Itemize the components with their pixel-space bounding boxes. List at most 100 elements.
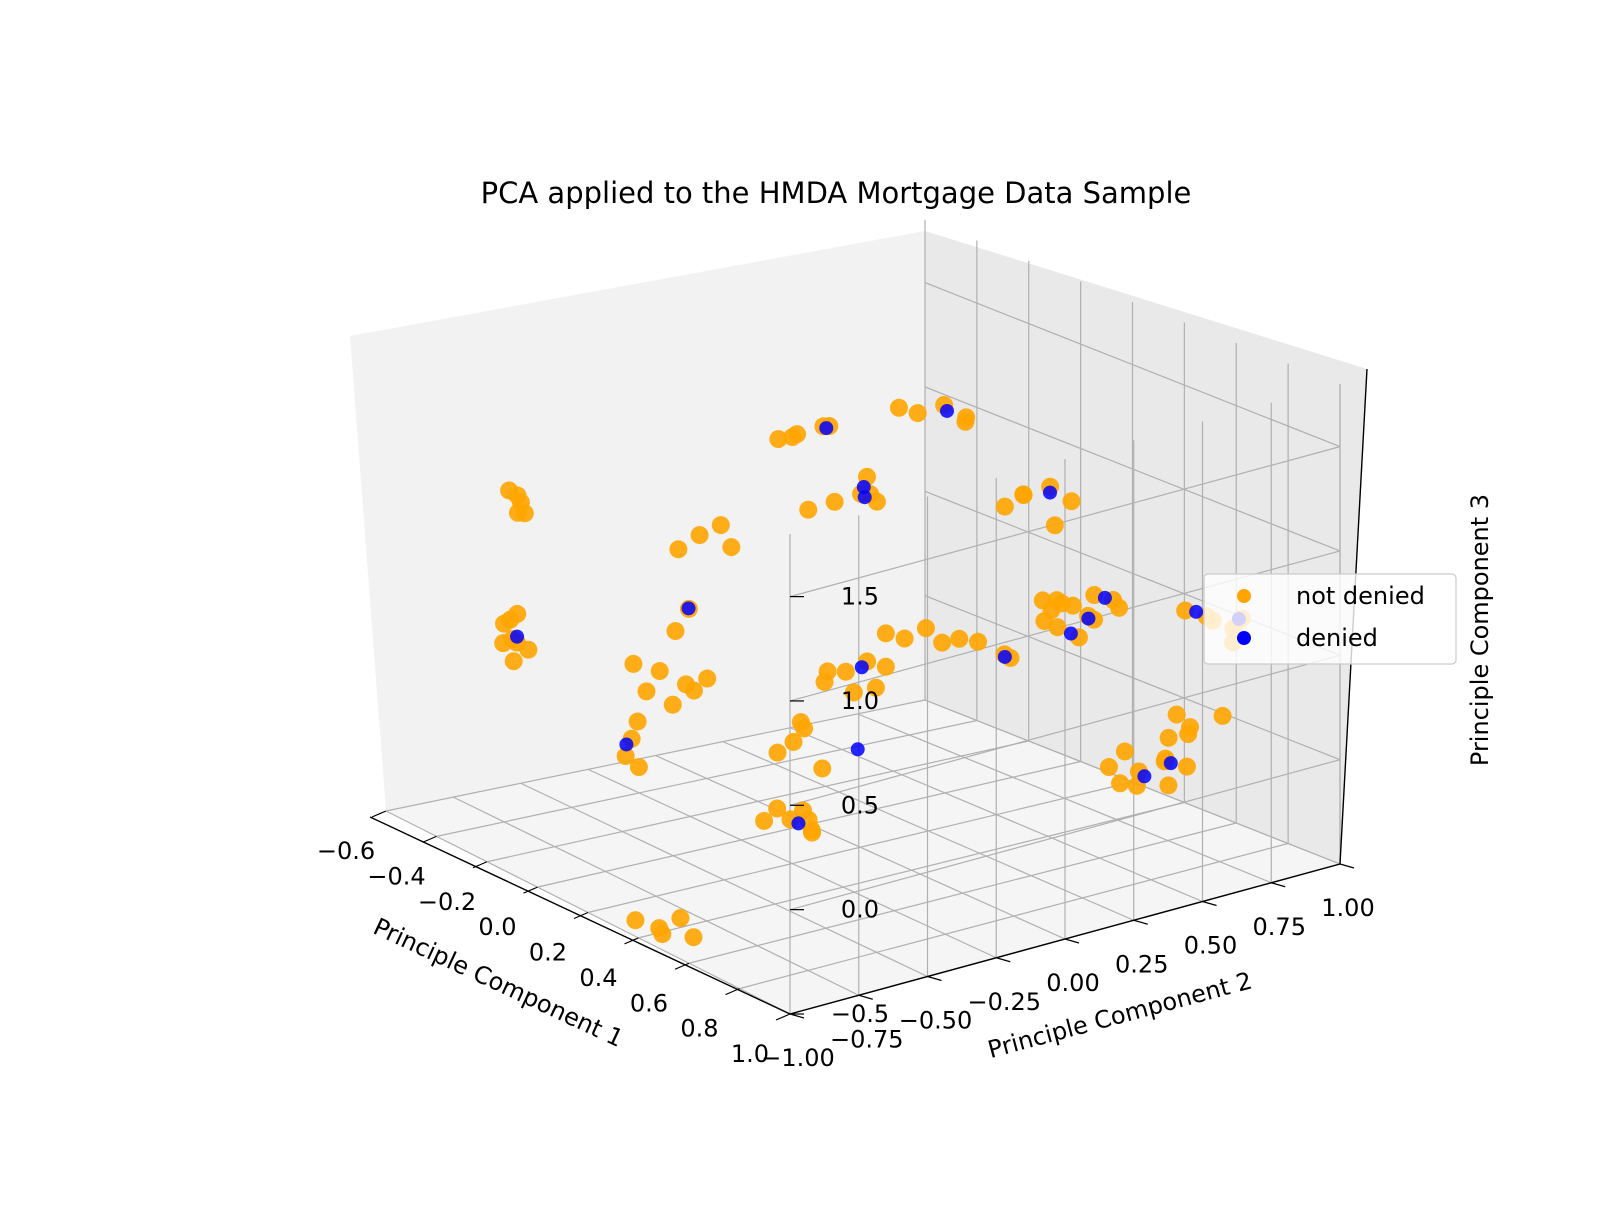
point-not-denied — [666, 622, 685, 641]
point-not-denied — [1111, 774, 1130, 793]
z-tick-label: 0.5 — [841, 791, 879, 819]
point-denied — [1097, 590, 1112, 605]
point-not-denied — [698, 669, 717, 688]
point-not-denied — [783, 428, 802, 447]
x-tick-mark — [573, 911, 589, 920]
y-tick-mark — [789, 1013, 805, 1019]
point-not-denied — [995, 497, 1014, 516]
point-not-denied — [1110, 598, 1129, 617]
point-denied — [850, 742, 865, 757]
point-not-denied — [671, 909, 690, 928]
point-not-denied — [1063, 596, 1082, 615]
point-not-denied — [866, 678, 885, 697]
y-tick-label: 0.25 — [1115, 950, 1168, 978]
y-tick-mark — [858, 994, 873, 1000]
x-tick-mark — [422, 835, 437, 843]
point-denied — [819, 421, 834, 436]
point-not-denied — [769, 430, 788, 449]
y-tick-mark — [1271, 882, 1286, 888]
x-tick-label: 0.0 — [478, 913, 516, 941]
y-tick-label: 1.00 — [1321, 894, 1374, 922]
point-not-denied — [889, 398, 908, 417]
z-tick-label: −0.5 — [831, 1000, 889, 1028]
y-tick-mark — [1339, 863, 1355, 869]
point-not-denied — [624, 654, 643, 673]
y-tick-mark — [1133, 919, 1148, 925]
legend: not denied denied — [1203, 573, 1457, 665]
point-denied — [857, 490, 872, 505]
point-not-denied — [799, 500, 818, 519]
point-not-denied — [1062, 492, 1081, 511]
legend-marker-denied — [1237, 631, 1251, 645]
point-not-denied — [1176, 601, 1195, 620]
point-denied — [854, 660, 869, 675]
y-tick-label: 0.75 — [1253, 913, 1306, 941]
point-not-denied — [616, 747, 635, 766]
point-denied — [856, 480, 871, 495]
point-not-denied — [768, 799, 787, 818]
point-not-denied — [803, 823, 822, 842]
point-not-denied — [1159, 728, 1178, 747]
point-denied — [1137, 769, 1152, 784]
floor-grid-y — [587, 768, 997, 959]
point-not-denied — [663, 695, 682, 714]
point-not-denied — [844, 683, 863, 702]
point-not-denied — [836, 662, 855, 681]
point-not-denied — [895, 629, 914, 648]
point-not-denied — [1099, 758, 1118, 777]
point-not-denied — [1177, 757, 1196, 776]
point-not-denied — [908, 404, 927, 423]
x-tick-label: −0.2 — [418, 888, 476, 916]
point-not-denied — [653, 925, 672, 944]
y-tick-mark — [1202, 900, 1217, 907]
point-not-denied — [768, 743, 787, 762]
point-denied — [997, 649, 1012, 664]
floor-grid-y — [520, 782, 928, 978]
point-not-denied — [813, 759, 832, 778]
y-tick-mark — [996, 957, 1011, 963]
point-not-denied — [504, 652, 523, 671]
x-tick-label: −0.6 — [317, 837, 375, 865]
x-tick-label: 1.0 — [731, 1040, 769, 1068]
axis-ticks: −0.6−0.4−0.20.00.20.40.60.81.0−1.00−0.75… — [317, 583, 1375, 1072]
point-not-denied — [957, 408, 976, 427]
wall-grid-z2 — [789, 446, 1341, 598]
point-not-denied — [933, 633, 952, 652]
point-not-denied — [1035, 612, 1054, 631]
point-denied — [1189, 604, 1204, 619]
point-not-denied — [669, 540, 688, 559]
point-denied — [791, 816, 806, 831]
point-not-denied — [818, 662, 837, 681]
z-tick-label: 1.5 — [841, 583, 879, 611]
x-tick-label: 0.2 — [529, 939, 567, 967]
x-tick-mark — [523, 886, 538, 894]
y-tick-label: −0.25 — [967, 988, 1041, 1016]
x-tick-label: 0.6 — [630, 989, 668, 1017]
point-not-denied — [784, 732, 803, 751]
point-not-denied — [500, 481, 519, 500]
wall-grid-z2 — [789, 654, 1341, 806]
scatter-points — [494, 395, 1251, 947]
point-denied — [1042, 485, 1057, 500]
point-denied — [619, 737, 634, 752]
point-not-denied — [755, 811, 774, 830]
z-tick-label: 0.0 — [841, 896, 879, 924]
point-not-denied — [629, 758, 648, 777]
z-axis-label: Principle Component 3 — [1466, 494, 1494, 766]
x-tick-mark — [725, 988, 740, 996]
y-tick-label: −1.00 — [761, 1044, 835, 1072]
x-tick-label: −0.4 — [367, 862, 425, 890]
point-not-denied — [1167, 705, 1186, 724]
point-not-denied — [684, 681, 703, 700]
back-left-pane — [350, 231, 925, 811]
point-not-denied — [690, 526, 709, 545]
point-not-denied — [1159, 776, 1178, 795]
x-tick-mark — [674, 962, 690, 970]
x-tick-label: 0.4 — [579, 964, 617, 992]
z-tick-label: 1.0 — [841, 687, 879, 715]
y-tick-label: −0.50 — [899, 1007, 973, 1035]
legend-box — [1203, 573, 1457, 665]
point-denied — [1081, 611, 1096, 626]
legend-marker-not-denied — [1237, 589, 1251, 603]
x-tick-mark — [624, 937, 639, 945]
